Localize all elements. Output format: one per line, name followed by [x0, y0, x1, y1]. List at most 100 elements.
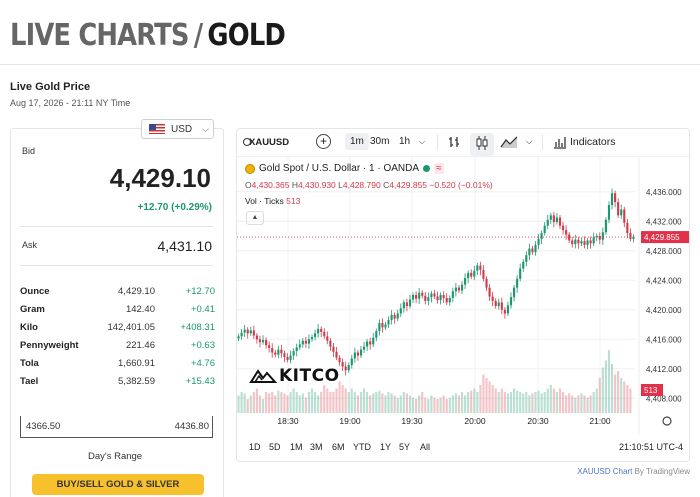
candle-body	[252, 330, 255, 336]
volume-bar	[549, 385, 552, 413]
buy-sell-button[interactable]: BUY/SELL GOLD & SILVER	[32, 474, 204, 495]
candle-body	[491, 296, 494, 301]
candle-body	[589, 240, 592, 244]
volume-bar	[552, 388, 555, 413]
candle-body	[595, 236, 598, 238]
bar-replay-icon[interactable]	[447, 135, 461, 152]
volume-bar	[442, 395, 445, 413]
interval-30m[interactable]: 30m	[370, 136, 390, 147]
candle-body	[277, 349, 280, 355]
volume-bar	[464, 395, 467, 413]
volume-bar	[240, 392, 243, 413]
candle-body	[286, 356, 289, 360]
candle-body	[561, 225, 565, 231]
indicators-button[interactable]: Indicators	[570, 136, 616, 148]
candlestick-icon[interactable]	[470, 133, 494, 156]
volume-bar	[326, 388, 329, 413]
candle-body	[402, 302, 405, 309]
area-chart-icon[interactable]	[500, 135, 518, 152]
range-3m[interactable]: 3M	[310, 442, 323, 452]
candle-body	[451, 291, 454, 298]
volume-bar	[488, 381, 491, 413]
toolbar-separator	[542, 134, 543, 150]
volume-bar	[399, 395, 402, 413]
volume-bar	[454, 393, 457, 413]
volume-bar	[384, 395, 387, 413]
range-all[interactable]: All	[420, 442, 431, 452]
volume-bar	[604, 360, 607, 413]
volume-bar	[528, 395, 531, 413]
volume-bar	[372, 393, 375, 413]
volume-bar	[543, 392, 546, 413]
range-1m[interactable]: 1M	[290, 442, 303, 452]
candle-body	[274, 352, 277, 355]
indicators-icon[interactable]	[553, 135, 567, 152]
candle-body	[384, 324, 387, 328]
unit-name: Gram	[20, 304, 45, 315]
range-1d[interactable]: 1D	[249, 442, 261, 452]
volume-bar	[418, 395, 421, 413]
chart-timestamp[interactable]: 21:10:51 UTC-4	[618, 442, 683, 452]
chart-type-dropdown-icon[interactable]: ⌵	[526, 137, 533, 146]
volume-bar	[601, 367, 604, 413]
candle-body	[246, 329, 249, 334]
candle-body	[421, 292, 424, 296]
candle-body	[261, 339, 265, 343]
chart-link[interactable]: XAUUSD Chart	[577, 467, 633, 476]
volume-bar	[246, 399, 249, 413]
candle-body	[528, 248, 531, 256]
y-tick-label: 4,408.000	[646, 394, 682, 403]
gold-symbol-icon	[245, 163, 255, 174]
volume-bar	[610, 364, 614, 413]
volume-bar	[280, 392, 283, 413]
price-panel	[10, 128, 224, 497]
unit-value: 1,660.91	[118, 358, 155, 369]
volume-bar	[255, 388, 258, 413]
currency-select[interactable]: USD ⌵	[141, 119, 214, 139]
interval-1h[interactable]: 1h	[399, 136, 411, 147]
live-price-date: Aug 17, 2026 - 21:11 NY Time	[10, 98, 131, 108]
candle-body	[243, 329, 246, 333]
volume-bar	[457, 395, 461, 413]
compare-symbol-button[interactable]: +	[316, 134, 331, 149]
collapse-legend-button[interactable]: ▲	[246, 211, 264, 225]
candle-body	[534, 244, 537, 253]
range-ytd[interactable]: YTD	[353, 442, 371, 452]
breadcrumb-live-charts[interactable]: LIVE CHARTS	[10, 18, 189, 53]
tradingview-attribution[interactable]: XAUUSD Chart By TradingView	[577, 467, 690, 476]
unit-value: 5,382.59	[118, 376, 155, 387]
candle-body	[568, 234, 571, 241]
volume-bar	[503, 392, 506, 413]
volume-bar	[583, 395, 586, 413]
volume-bar	[448, 397, 451, 413]
chart-legend: Gold Spot / U.S. Dollar · 1 · OANDA ≈	[245, 163, 444, 174]
range-5d[interactable]: 5D	[269, 442, 281, 452]
candle-body	[632, 236, 635, 239]
volume-bar	[402, 392, 405, 413]
header-divider	[0, 64, 700, 65]
volume-bar	[534, 392, 537, 413]
interval-dropdown-icon[interactable]: ⌵	[419, 137, 426, 146]
interval-1m[interactable]: 1m	[345, 133, 369, 150]
volume-bar	[362, 388, 366, 413]
range-1y[interactable]: 1Y	[380, 442, 392, 452]
price-chart[interactable]: 4,436.000 4,432.000 4,428.000 4,424.000 4,42…	[237, 157, 690, 434]
range-6m[interactable]: 6M	[332, 442, 345, 452]
volume-bar	[558, 388, 562, 413]
volume-bar	[540, 393, 543, 413]
range-5y[interactable]: 5Y	[399, 442, 411, 452]
candle-body	[460, 284, 464, 291]
y-tick-label: 4,436.000	[646, 188, 682, 197]
volume-bar	[249, 395, 252, 413]
settings-icon[interactable]	[662, 416, 672, 426]
ohlc-values: O4,430.365 H4,430.930 L4,428.790 C4,429.…	[245, 180, 493, 190]
by-tradingview[interactable]: By TradingView	[634, 467, 690, 476]
candle-body	[439, 295, 442, 301]
symbol-search[interactable]: XAUUSD	[249, 137, 290, 148]
candle-body	[378, 323, 381, 332]
volume-bar	[476, 392, 479, 413]
candle-body	[317, 328, 320, 334]
kitco-logo-icon	[249, 369, 277, 383]
search-icon[interactable]	[243, 138, 251, 146]
volume-bar	[292, 388, 295, 413]
